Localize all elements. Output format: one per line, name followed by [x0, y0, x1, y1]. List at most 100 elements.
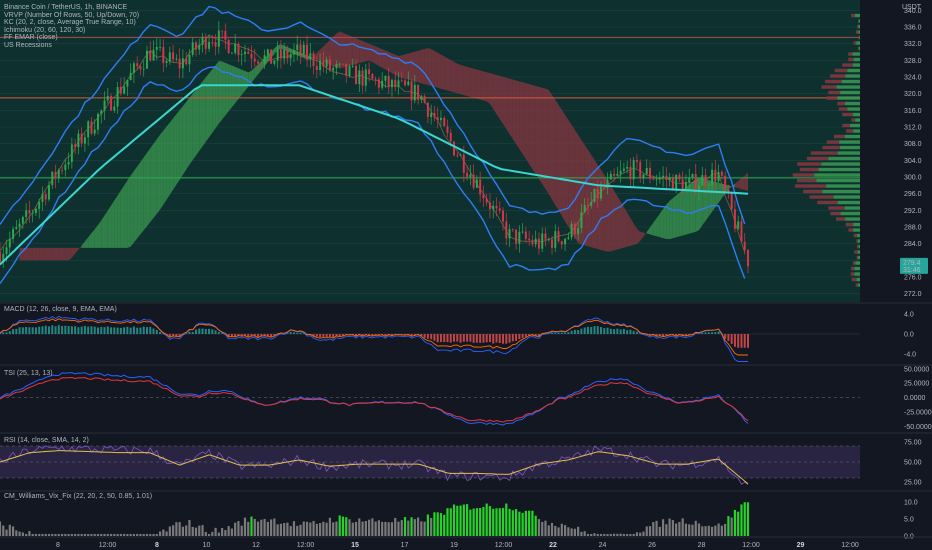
vixfix-bar [201, 525, 204, 536]
candle-body [217, 30, 220, 47]
vixfix-bar [87, 533, 90, 536]
vp-bar-down [824, 79, 842, 84]
cloud-segment [284, 45, 288, 52]
tsi-tick-label: -25.0000 [904, 409, 932, 416]
candle-body [475, 179, 478, 188]
candle-body [704, 175, 707, 187]
cloud-segment [222, 61, 226, 120]
rsi-tick-label: 25.00 [904, 480, 922, 487]
cloud-segment [215, 61, 219, 129]
macd-label[interactable]: MACD (12, 26, close, 9, EMA, EMA) [4, 306, 117, 313]
candle-body [8, 238, 11, 248]
macd-bar [675, 334, 678, 337]
macd-bar [577, 330, 580, 334]
candle-body [567, 237, 570, 239]
candle-body [289, 54, 292, 59]
candle-body [426, 102, 429, 117]
macd-bar [479, 334, 482, 343]
rsi-label[interactable]: RSI (14, close, SMA, 14, 2) [4, 437, 89, 444]
candle-body [129, 72, 132, 81]
legend-ema[interactable]: FF EMAR (close) [4, 34, 58, 42]
candle-body [400, 80, 403, 82]
macd-line [0, 315, 748, 362]
cloud-segment [156, 134, 161, 214]
vp-bar-up [822, 189, 860, 194]
cloud-segment [418, 49, 422, 84]
macd-bar [475, 334, 478, 343]
candle-body [531, 240, 534, 245]
cloud-segment [342, 32, 347, 68]
vixfix-bar [541, 521, 544, 536]
cloud-segment [75, 247, 79, 254]
vixfix-bar [459, 505, 462, 536]
legend-vrvp[interactable]: VRVP (Number Of Rows, 50, Up/Down, 70) [4, 11, 140, 19]
macd-bar [132, 326, 135, 334]
vp-bar-down [858, 19, 859, 23]
vp-bar-down [853, 41, 857, 45]
macd-signal-line [0, 318, 748, 356]
y-tick-label: 284.0 [904, 241, 922, 248]
legend-kc[interactable]: KC (20, 2, close, Average True Range, 10… [4, 19, 136, 27]
candle-body [28, 210, 31, 214]
macd-bar [423, 334, 426, 338]
tsi-label[interactable]: TSI (25, 13, 13) [4, 370, 53, 377]
cloud-segment [84, 237, 89, 248]
cloud-segment [633, 223, 637, 245]
macd-bar [83, 325, 86, 334]
vix-label[interactable]: CM_Williams_Vix_Fix (22, 20, 2, 50, 0.85… [4, 493, 153, 500]
vp-bar-up [833, 195, 860, 199]
cloud-segment [199, 81, 203, 151]
cloud-segment [202, 77, 206, 147]
macd-bar [106, 326, 109, 334]
cloud-segment [32, 247, 36, 261]
candle-body [626, 166, 629, 169]
macd-bar [603, 328, 606, 334]
vixfix-bar [573, 528, 576, 536]
macd-bar [632, 330, 635, 334]
vixfix-bar [691, 524, 694, 536]
candle-body [590, 202, 593, 206]
cloud-segment [676, 192, 680, 238]
cloud-segment [378, 47, 383, 68]
vixfix-bar [322, 521, 325, 536]
legend-recessions[interactable]: US Recessions [4, 41, 52, 49]
candle-body [459, 154, 462, 156]
vixfix-bar [642, 531, 645, 536]
vixfix-bar [158, 531, 162, 536]
candle-body [616, 173, 619, 176]
macd-bar [733, 334, 736, 347]
vp-bar-down [795, 184, 827, 188]
vp-bar-up [858, 24, 860, 29]
vp-bar-down [855, 283, 859, 287]
cloud-segment [45, 247, 49, 261]
cloud-segment [192, 89, 196, 161]
candle-body [642, 174, 645, 179]
cloud-segment [545, 88, 549, 195]
vixfix-bar [371, 518, 374, 536]
cloud-segment [604, 174, 608, 252]
vixfix-bar [237, 521, 240, 536]
cloud-segment [166, 122, 170, 200]
cloud-segment [186, 97, 190, 170]
vp-bar-down [853, 233, 858, 238]
cloud-segment [127, 175, 131, 248]
candle-body [368, 69, 371, 75]
vp-bar-down [828, 90, 841, 95]
candle-body [34, 208, 37, 213]
vp-bar-up [858, 19, 860, 23]
candle-body [541, 233, 544, 249]
vp-bar-up [818, 167, 860, 172]
vp-bar-up [837, 96, 860, 100]
candle-body [639, 161, 642, 179]
vixfix-bar [580, 531, 583, 536]
vixfix-bar [207, 533, 211, 536]
vp-bar-down [846, 129, 854, 133]
legend-ichimoku[interactable]: Ichimoku (20, 60, 120, 30) [4, 26, 86, 34]
vixfix-bar [319, 523, 322, 536]
macd-bar [322, 334, 325, 337]
macd-bar [319, 334, 322, 338]
cloud-segment [65, 247, 69, 261]
macd-bar [18, 327, 21, 334]
candle-body [195, 42, 197, 50]
cloud-segment [555, 99, 559, 211]
